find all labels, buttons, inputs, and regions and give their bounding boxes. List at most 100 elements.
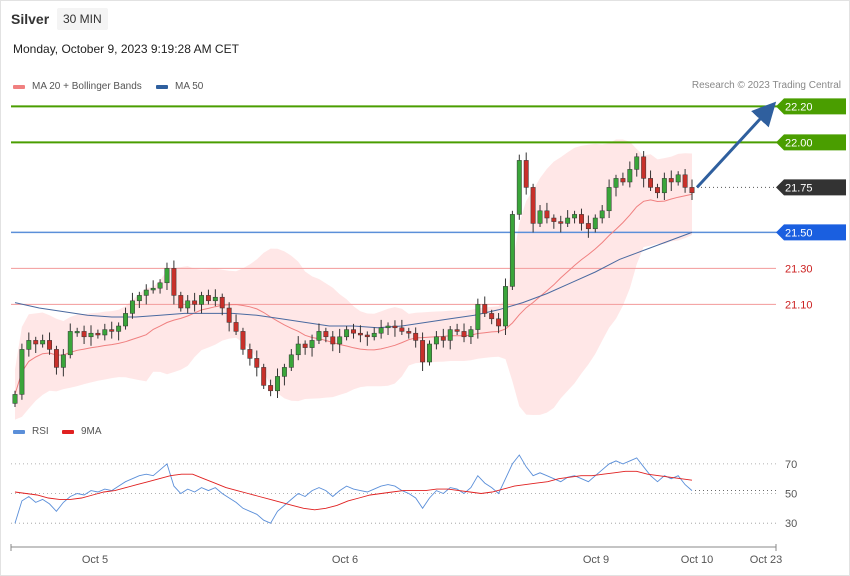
candle-body-27 bbox=[199, 295, 204, 305]
candle-body-19 bbox=[143, 289, 149, 296]
candle-body-61 bbox=[433, 336, 439, 345]
candle-body-58 bbox=[413, 332, 419, 341]
candle-body-52 bbox=[371, 332, 377, 338]
candle-body-13 bbox=[102, 329, 108, 336]
legend-rsi-ma: 9MA bbox=[62, 426, 102, 437]
candle-body-49 bbox=[351, 329, 356, 334]
legend-swatch-rsi-ma bbox=[62, 429, 74, 434]
candle-body-70 bbox=[496, 318, 502, 327]
candle-body-26 bbox=[192, 300, 198, 305]
candle-body-1 bbox=[19, 349, 25, 395]
candle-body-59 bbox=[420, 340, 426, 363]
copyright-notice: Research © 2023 Trading Central bbox=[691, 80, 841, 91]
candle-body-23 bbox=[171, 268, 177, 296]
candle-body-0 bbox=[12, 394, 18, 404]
candle-body-96 bbox=[675, 174, 681, 183]
candle-body-54 bbox=[385, 325, 391, 329]
candle-body-78 bbox=[551, 217, 557, 222]
candle-body-8 bbox=[67, 331, 73, 356]
x-tick-4: Oct 23 bbox=[750, 554, 782, 566]
candle-body-33 bbox=[240, 331, 246, 350]
candle-body-30 bbox=[219, 296, 225, 309]
candle-body-83 bbox=[585, 223, 591, 230]
candle-body-12 bbox=[95, 332, 101, 336]
candle-body-4 bbox=[40, 340, 46, 345]
candle-body-87 bbox=[613, 178, 619, 188]
legend-label-rsi: RSI bbox=[32, 426, 49, 437]
bollinger-bands bbox=[15, 139, 692, 420]
candle-body-15 bbox=[116, 325, 122, 332]
candle-body-92 bbox=[648, 178, 654, 188]
candle-body-18 bbox=[136, 295, 142, 302]
instrument-title: Silver bbox=[11, 11, 50, 27]
candle-body-38 bbox=[275, 376, 280, 392]
rsi-tick-2: 30 bbox=[785, 518, 797, 530]
candle-body-89 bbox=[627, 169, 633, 183]
candle-body-77 bbox=[544, 210, 550, 219]
candle-body-65 bbox=[461, 331, 467, 338]
candle-body-94 bbox=[661, 178, 667, 194]
level-tag-2 bbox=[776, 179, 846, 196]
level-tag-3 bbox=[776, 224, 846, 241]
candle-body-42 bbox=[302, 343, 308, 348]
level-label-0: 22.20 bbox=[785, 101, 813, 113]
candle-body-66 bbox=[468, 329, 474, 338]
level-tag-0 bbox=[776, 98, 846, 115]
candle-body-44 bbox=[316, 331, 322, 341]
candle-body-43 bbox=[309, 340, 315, 348]
candle-body-29 bbox=[212, 296, 218, 302]
rsi-tick-1: 50 bbox=[785, 489, 797, 501]
legend-ma50: MA 50 bbox=[156, 81, 203, 92]
candle-body-67 bbox=[475, 304, 481, 330]
candle-body-21 bbox=[157, 282, 163, 289]
candle-body-51 bbox=[364, 334, 370, 338]
forecast-arrow bbox=[695, 101, 777, 189]
level-label-1: 22.00 bbox=[785, 137, 813, 149]
legend-rsi: RSI bbox=[13, 426, 49, 437]
rsi-ma-line bbox=[14, 470, 693, 511]
candle-body-55 bbox=[392, 325, 398, 329]
candle-body-86 bbox=[606, 187, 612, 212]
candle-body-64 bbox=[454, 329, 460, 332]
candle-body-81 bbox=[572, 214, 578, 219]
level-label-3: 21.50 bbox=[785, 227, 813, 239]
candle-body-79 bbox=[558, 221, 564, 224]
candle-body-73 bbox=[516, 160, 522, 215]
candle-body-90 bbox=[634, 156, 640, 170]
candle-body-2 bbox=[26, 340, 32, 350]
x-tick-2: Oct 9 bbox=[583, 554, 609, 566]
candle-body-37 bbox=[268, 385, 274, 392]
candle-body-3 bbox=[33, 340, 39, 345]
candle-body-20 bbox=[150, 287, 156, 291]
candle-body-69 bbox=[489, 313, 495, 320]
ma20-line bbox=[14, 193, 693, 395]
candle-body-91 bbox=[641, 156, 647, 179]
candle-body-97 bbox=[682, 174, 688, 188]
candle-body-85 bbox=[599, 210, 605, 219]
candle-body-72 bbox=[509, 214, 515, 287]
candle-body-63 bbox=[447, 329, 453, 341]
bollinger-band-area bbox=[15, 139, 692, 420]
candle-body-9 bbox=[74, 331, 80, 334]
timestamp: Monday, October 9, 2023 9:19:28 AM CET bbox=[13, 42, 239, 56]
candle-body-10 bbox=[81, 331, 87, 338]
candle-body-5 bbox=[47, 340, 52, 350]
candle-body-16 bbox=[123, 313, 128, 327]
level-label-4: 21.30 bbox=[785, 263, 813, 275]
candle-body-48 bbox=[344, 329, 350, 338]
candle-body-47 bbox=[337, 336, 343, 345]
x-tick-3: Oct 10 bbox=[681, 554, 713, 566]
candle-body-56 bbox=[399, 327, 405, 332]
timeframe-badge[interactable]: 30 MIN bbox=[57, 8, 108, 30]
candle-body-57 bbox=[406, 331, 412, 334]
x-tick-0: Oct 5 bbox=[82, 554, 108, 566]
candle-body-40 bbox=[288, 354, 294, 368]
candle-body-31 bbox=[226, 307, 232, 323]
candle-body-82 bbox=[579, 214, 584, 224]
x-axis: Oct 5 Oct 6 Oct 9 Oct 10 Oct 23 bbox=[10, 544, 782, 566]
legend-ma20: MA 20 + Bollinger Bands bbox=[13, 81, 142, 92]
rsi-tick-0: 70 bbox=[785, 459, 797, 471]
candle-body-28 bbox=[205, 295, 211, 302]
candle-body-71 bbox=[503, 286, 508, 327]
